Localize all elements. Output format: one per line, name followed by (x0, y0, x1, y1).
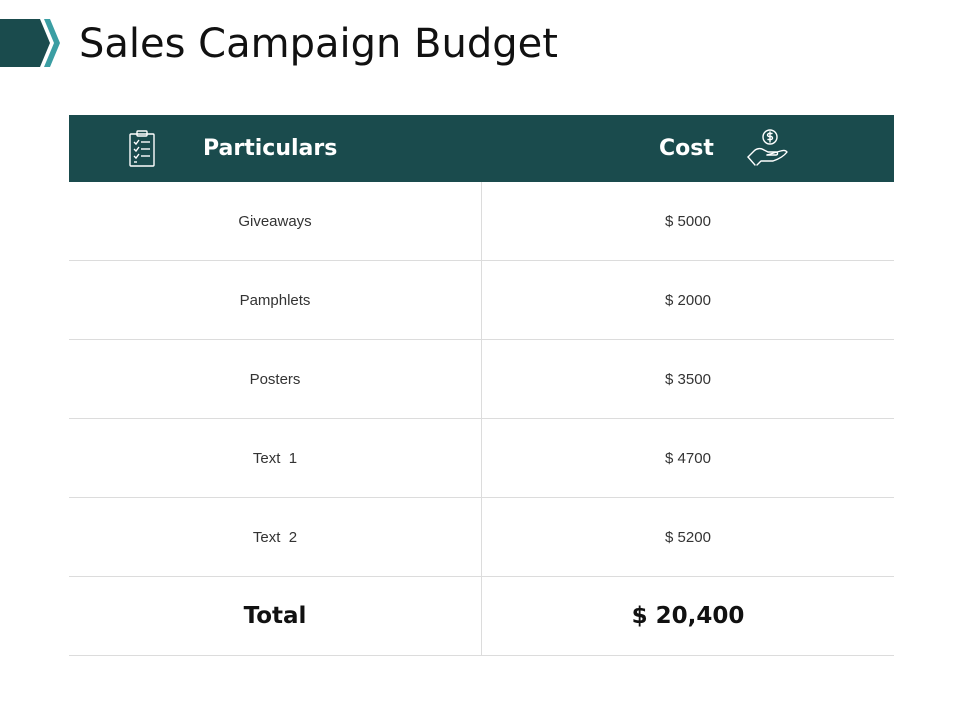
particular-cell: Pamphlets (69, 261, 482, 339)
cost-cell: $ 2000 (665, 291, 711, 309)
money-hand-icon (747, 129, 788, 166)
total-row: Total $ 20,400 (69, 577, 894, 656)
total-value: $ 20,400 (631, 603, 745, 629)
header-cost-label: Cost (659, 136, 714, 161)
particular-cell: Posters (69, 340, 482, 418)
table-row: Text 2 $ 5200 (69, 498, 894, 577)
cost-cell: $ 4700 (665, 449, 711, 467)
checklist-icon (129, 130, 155, 167)
table-row: Pamphlets $ 2000 (69, 261, 894, 340)
total-label: Total (69, 577, 482, 655)
table-header: Particulars Cost (69, 115, 894, 182)
cost-cell: $ 5000 (665, 212, 711, 230)
cost-cell: $ 3500 (665, 370, 711, 388)
table-body: Giveaways $ 5000 Pamphlets $ 2000 Poster… (69, 182, 894, 656)
table-row: Posters $ 3500 (69, 340, 894, 419)
header-cost-cell: Cost (482, 115, 894, 182)
cost-cell: $ 5200 (665, 528, 711, 546)
table-row: Text 1 $ 4700 (69, 419, 894, 498)
title-chevron-icon (0, 19, 60, 67)
budget-table: Particulars Cost Giveaways $ 5000 Pamphl… (69, 115, 894, 656)
particular-cell: Text 1 (69, 419, 482, 497)
table-row: Giveaways $ 5000 (69, 182, 894, 261)
header-particulars-label: Particulars (203, 136, 338, 161)
particular-cell: Text 2 (69, 498, 482, 576)
header-particulars-cell: Particulars (69, 115, 482, 182)
page-title: Sales Campaign Budget (79, 21, 558, 67)
particular-cell: Giveaways (69, 182, 482, 260)
